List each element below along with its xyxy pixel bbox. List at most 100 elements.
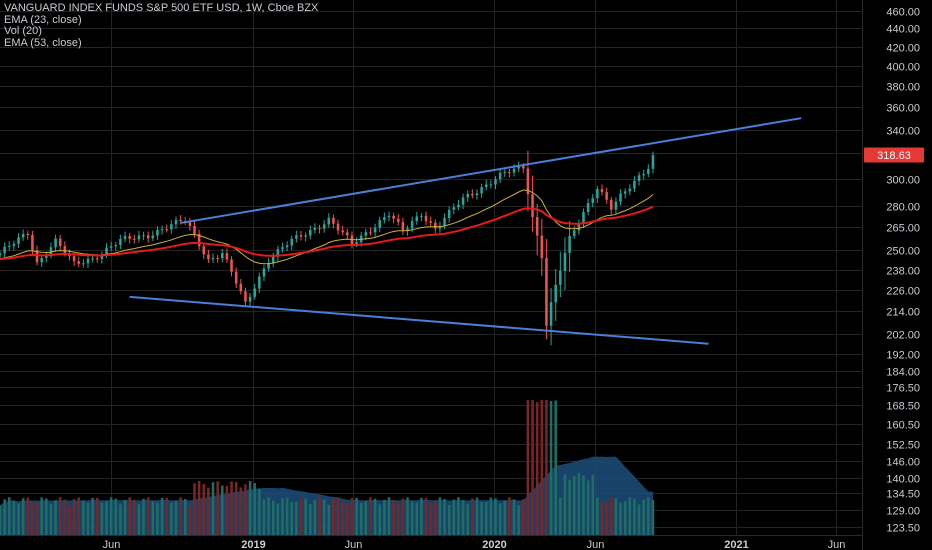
candle-body [341, 230, 344, 233]
price-tick-label: 152.50 [886, 440, 920, 452]
candle-body [248, 296, 252, 302]
candle-body [86, 258, 90, 264]
volume-bar [341, 501, 344, 535]
candle-body [160, 229, 164, 231]
candle-body [230, 259, 233, 272]
ema53-line [0, 205, 654, 261]
volume-bar [109, 497, 113, 535]
candle-body [586, 203, 590, 212]
volume-bar [12, 500, 16, 535]
volume-bar [438, 497, 442, 535]
price-tick-label: 160.50 [886, 420, 920, 432]
candle-body [327, 217, 331, 225]
price-tick-label: 168.50 [886, 401, 920, 413]
candle-body [123, 236, 127, 239]
candle-body [373, 227, 377, 233]
volume-bar [623, 501, 627, 535]
volume-bar [239, 487, 243, 535]
volume-bar [40, 497, 43, 535]
candle-body [271, 256, 275, 263]
volume-bar [105, 501, 108, 535]
candle-body [642, 173, 645, 176]
candle-body [545, 258, 548, 326]
volume-bar [188, 504, 192, 535]
volume-bar [77, 497, 80, 535]
candle-body [637, 175, 641, 181]
candle-body [193, 225, 196, 235]
candle-body [276, 249, 280, 257]
candle-body [401, 221, 405, 232]
volume-bar [68, 504, 71, 535]
volume-bar [49, 503, 53, 535]
time-tick-label: Jun [587, 539, 605, 550]
candle-body [211, 257, 215, 260]
candle-body [267, 262, 270, 269]
volume-bar [512, 499, 516, 535]
price-tick-label: 123.50 [886, 523, 920, 535]
candle-body [299, 235, 303, 237]
volume-bar [545, 400, 548, 535]
volume-bar [202, 484, 206, 535]
volume-bar [568, 479, 571, 535]
volume-bar [0, 505, 2, 535]
candle-body [614, 201, 618, 210]
price-tick-label: 140.00 [886, 474, 920, 486]
candle-body [12, 243, 16, 246]
volume-bar [295, 501, 298, 535]
volume-bar [318, 497, 321, 535]
volume-pane [0, 400, 655, 535]
volume-bar [475, 497, 479, 535]
time-axis[interactable]: Jun 2019 Jun 2020 Jun 2021 Jun [103, 539, 846, 550]
candle-body [568, 235, 571, 253]
candle-body [332, 217, 335, 224]
candle-body [119, 238, 122, 246]
volume-bar [619, 502, 622, 535]
volume-bar [100, 502, 104, 535]
candle-body [304, 235, 307, 237]
volume-bar [614, 497, 618, 535]
candle-body [559, 270, 562, 285]
candle-body [0, 253, 2, 256]
price-axis[interactable]: 460.00 440.00 420.00 400.00 380.00 360.00 340.… [886, 7, 920, 535]
candle-body [7, 245, 11, 247]
volume-bar [142, 498, 145, 535]
price-tick-label: 226.00 [886, 286, 920, 298]
candle-body [137, 235, 141, 240]
candle-body [369, 232, 372, 234]
volume-bar [577, 472, 581, 535]
volume-bar [503, 500, 507, 535]
volume-bar [271, 500, 275, 535]
candle-body [489, 184, 493, 186]
volume-bar [517, 505, 520, 535]
candle-body [429, 221, 432, 223]
candle-body [420, 215, 423, 217]
volume-bar [401, 498, 405, 535]
candle-body [262, 268, 266, 277]
trendlines[interactable] [129, 117, 802, 345]
volume-bar [151, 501, 155, 535]
volume-bar [253, 483, 256, 535]
candle-body [410, 221, 414, 229]
candle-body [174, 219, 178, 225]
last-price-badge [864, 147, 924, 163]
candle-body [58, 238, 62, 247]
candle-body [72, 256, 76, 262]
candle-body [522, 165, 525, 169]
volume-bar [586, 480, 590, 535]
volume-bar [373, 498, 377, 535]
candle-body [596, 189, 599, 199]
volume-bar [221, 485, 224, 535]
price-tick-label: 460.00 [886, 7, 920, 19]
volume-bar [313, 500, 317, 535]
candle-body [443, 218, 446, 226]
volume-bar [364, 501, 368, 535]
candle-body [609, 199, 613, 210]
price-tick-label: 238.00 [886, 266, 920, 278]
candle-body [633, 180, 636, 189]
price-tick-label: 340.00 [886, 126, 920, 138]
volume-bar [183, 498, 187, 535]
candle-body [480, 187, 483, 194]
candle-body [109, 246, 113, 248]
price-tick-label: 420.00 [886, 43, 920, 55]
